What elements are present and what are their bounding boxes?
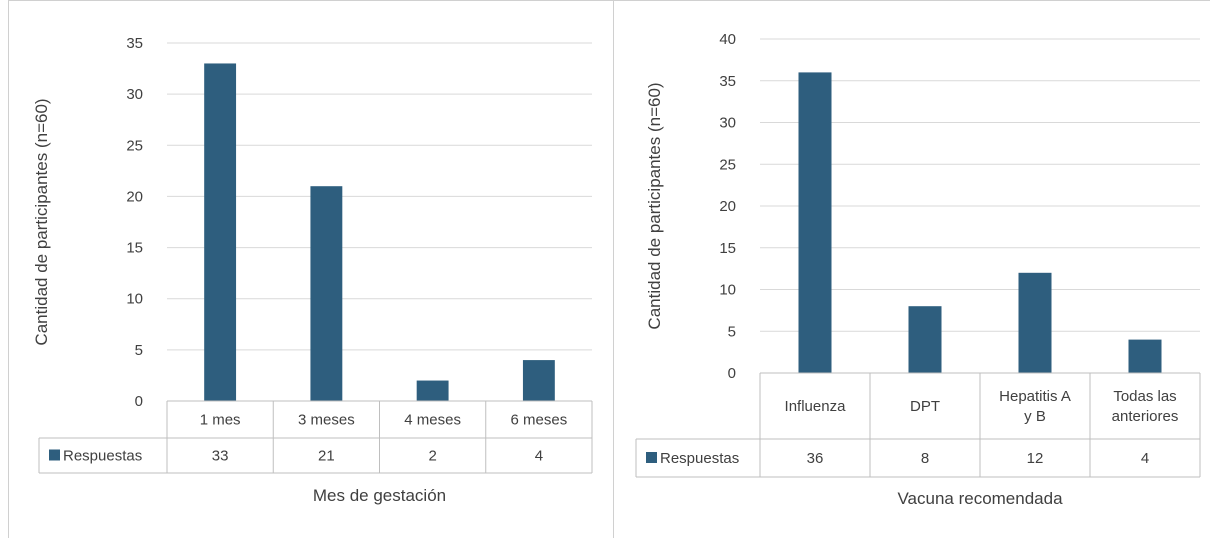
data-table-value: 21	[318, 448, 335, 465]
data-table-value: 8	[921, 450, 929, 467]
legend-swatch	[49, 449, 60, 461]
y-tick-label: 25	[126, 137, 143, 154]
y-tick-label: 15	[719, 240, 736, 257]
y-tick-label: 10	[719, 282, 736, 299]
legend-swatch	[646, 452, 657, 463]
x-category-label: 4 meses	[404, 412, 461, 429]
data-table-value: 4	[1141, 450, 1149, 467]
y-tick-label: 30	[126, 86, 143, 103]
chart-panel-mes-gestacion: 0 5 10 15 20 25 30 35 1 mes 3 meses 4 meses 6 meses…	[8, 0, 614, 538]
x-category-label: 1 mes	[200, 412, 241, 429]
x-category-label: Influenza	[785, 398, 847, 415]
y-axis-title: Cantidad de participantes (n=60)	[645, 82, 664, 329]
y-tick-label: 5	[728, 323, 736, 340]
x-category-label: Hepatitis A	[999, 388, 1071, 405]
y-tick-label: 30	[719, 115, 736, 132]
bar-2	[416, 380, 449, 401]
bar-3	[1128, 339, 1162, 373]
x-axis-title: Mes de gestación	[313, 486, 446, 505]
bar-3	[522, 360, 555, 401]
data-table-value: 33	[212, 448, 229, 465]
bar-1	[908, 306, 942, 373]
bar-chart-mes-gestacion: 0 5 10 15 20 25 30 35 1 mes 3 meses 4 meses 6 meses…	[32, 35, 593, 505]
y-axis-title: Cantidad de participantes (n=60)	[32, 98, 51, 345]
y-tick-label: 35	[126, 35, 143, 52]
y-tick-label: 35	[719, 73, 736, 90]
bar-2	[1018, 272, 1052, 373]
x-category-label: Todas las	[1113, 388, 1176, 405]
y-tick-label: 20	[126, 188, 143, 205]
x-category-label: y B	[1024, 408, 1046, 425]
legend-label: Respuestas	[63, 448, 142, 465]
bar-0	[204, 63, 237, 401]
legend-label: Respuestas	[660, 450, 739, 467]
y-tick-label: 10	[126, 291, 143, 308]
y-tick-label: 25	[719, 156, 736, 173]
y-tick-label: 40	[719, 31, 736, 48]
x-category-label: DPT	[910, 398, 940, 415]
y-tick-label: 0	[728, 365, 736, 382]
chart-panel-vacuna-recomendada: 0 5 10 15 20 25 30 35 40 Influenza DPT Hepatitis A y…	[614, 0, 1210, 538]
y-tick-label: 20	[719, 198, 736, 215]
y-tick-label: 15	[126, 240, 143, 257]
x-category-label: 3 meses	[298, 412, 355, 429]
data-table-value: 36	[807, 450, 824, 467]
data-table-value: 12	[1027, 450, 1044, 467]
data-table-value: 2	[428, 448, 436, 465]
data-table-value: 4	[535, 448, 543, 465]
y-tick-label: 0	[135, 393, 143, 410]
x-axis-title: Vacuna recomendada	[897, 489, 1063, 508]
bar-0	[798, 72, 832, 374]
x-category-label: anteriores	[1112, 408, 1179, 425]
bar-1	[310, 186, 343, 401]
y-tick-label: 5	[135, 342, 143, 359]
bar-chart-vacuna-recomendada: 0 5 10 15 20 25 30 35 40 Influenza DPT Hepatitis A y…	[635, 31, 1201, 508]
x-category-label: 6 meses	[511, 412, 568, 429]
